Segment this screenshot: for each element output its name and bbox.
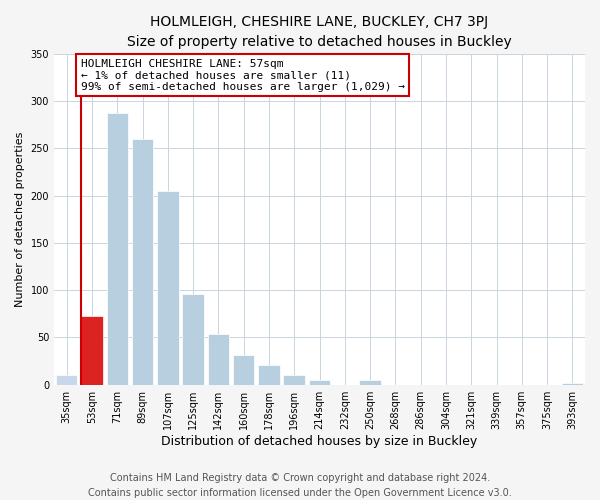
Bar — [157, 191, 179, 384]
Bar — [258, 365, 280, 384]
X-axis label: Distribution of detached houses by size in Buckley: Distribution of detached houses by size … — [161, 434, 478, 448]
Bar — [233, 356, 254, 384]
Bar — [81, 316, 103, 384]
Text: HOLMLEIGH CHESHIRE LANE: 57sqm
← 1% of detached houses are smaller (11)
99% of s: HOLMLEIGH CHESHIRE LANE: 57sqm ← 1% of d… — [80, 58, 404, 92]
Bar — [132, 139, 153, 384]
Bar — [182, 294, 204, 384]
Title: HOLMLEIGH, CHESHIRE LANE, BUCKLEY, CH7 3PJ
Size of property relative to detached: HOLMLEIGH, CHESHIRE LANE, BUCKLEY, CH7 3… — [127, 15, 512, 48]
Bar — [562, 383, 583, 384]
Bar — [283, 376, 305, 384]
Bar — [309, 380, 330, 384]
Y-axis label: Number of detached properties: Number of detached properties — [15, 132, 25, 307]
Bar — [107, 114, 128, 384]
Bar — [56, 376, 77, 384]
Bar — [208, 334, 229, 384]
Bar — [359, 380, 381, 384]
Text: Contains HM Land Registry data © Crown copyright and database right 2024.
Contai: Contains HM Land Registry data © Crown c… — [88, 472, 512, 498]
